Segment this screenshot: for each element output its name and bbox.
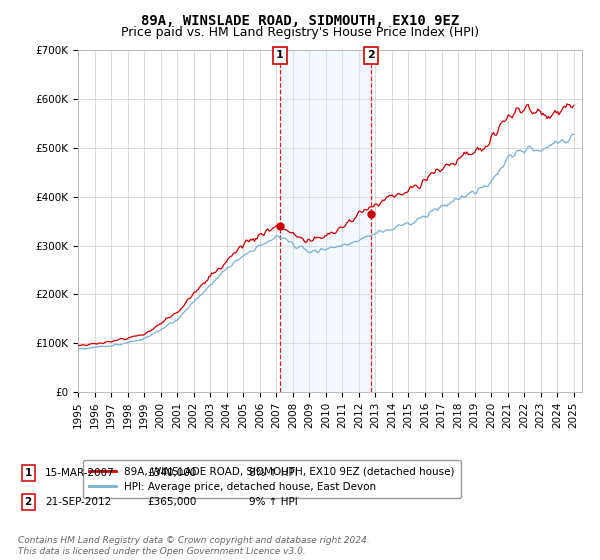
Text: Contains HM Land Registry data © Crown copyright and database right 2024.
This d: Contains HM Land Registry data © Crown c… (18, 536, 370, 556)
Text: 1: 1 (25, 468, 32, 478)
Text: 1: 1 (276, 50, 284, 60)
Text: Price paid vs. HM Land Registry's House Price Index (HPI): Price paid vs. HM Land Registry's House … (121, 26, 479, 39)
Text: 15-MAR-2007: 15-MAR-2007 (45, 468, 115, 478)
Text: 9% ↑ HPI: 9% ↑ HPI (249, 497, 298, 507)
Text: 2: 2 (367, 50, 374, 60)
Text: £340,000: £340,000 (147, 468, 196, 478)
Text: 21-SEP-2012: 21-SEP-2012 (45, 497, 111, 507)
Legend: 89A, WINSLADE ROAD, SIDMOUTH, EX10 9EZ (detached house), HPI: Average price, det: 89A, WINSLADE ROAD, SIDMOUTH, EX10 9EZ (… (83, 460, 461, 498)
Bar (280, 50, 371, 392)
Text: 8% ↑ HPI: 8% ↑ HPI (249, 468, 298, 478)
Text: 89A, WINSLADE ROAD, SIDMOUTH, EX10 9EZ: 89A, WINSLADE ROAD, SIDMOUTH, EX10 9EZ (141, 14, 459, 28)
Text: £365,000: £365,000 (147, 497, 196, 507)
Text: 2: 2 (25, 497, 32, 507)
